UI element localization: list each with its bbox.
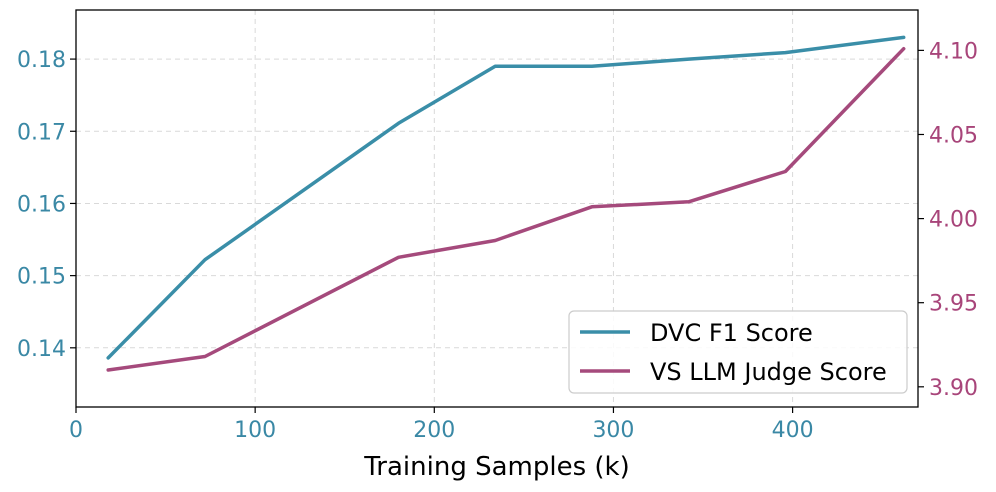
legend-box [568,310,908,394]
y-right-tick-label: 4.00 [929,208,978,233]
series-line-dvc-f1 [106,35,906,360]
x-tick-label: 400 [772,418,814,443]
plot-frame [75,9,919,408]
series-line-vs-llm-judge [106,46,906,372]
x-tick-label: 100 [234,418,276,443]
y-right-tick-label: 4.05 [929,123,978,148]
y-axis-left: 0.14 0.15 0.16 0.17 0.18 [17,48,76,362]
legend: DVC F1 Score VS LLM Judge Score [568,310,908,394]
y-left-tick-label: 0.16 [17,192,66,217]
x-axis: 0 100 200 300 400 [69,407,814,443]
legend-label-dvc-f1: DVC F1 Score [650,319,813,347]
y-axis-right: 3.90 3.95 4.00 4.05 4.10 [918,39,978,401]
y-left-tick-label: 0.14 [17,337,66,362]
x-axis-label: Training Samples (k) [363,452,630,482]
legend-label-vs-llm: VS LLM Judge Score [650,358,887,386]
y-right-tick-label: 3.95 [929,292,978,317]
x-tick-label: 200 [413,418,455,443]
y-left-tick-label: 0.18 [17,48,66,73]
y-right-tick-label: 3.90 [929,376,978,401]
y-left-tick-label: 0.17 [17,120,66,145]
x-tick-label: 300 [592,418,634,443]
x-tick-label: 0 [69,418,83,443]
y-left-tick-label: 0.15 [17,265,66,290]
y-right-tick-label: 4.10 [929,39,978,64]
series-layer [106,35,906,372]
